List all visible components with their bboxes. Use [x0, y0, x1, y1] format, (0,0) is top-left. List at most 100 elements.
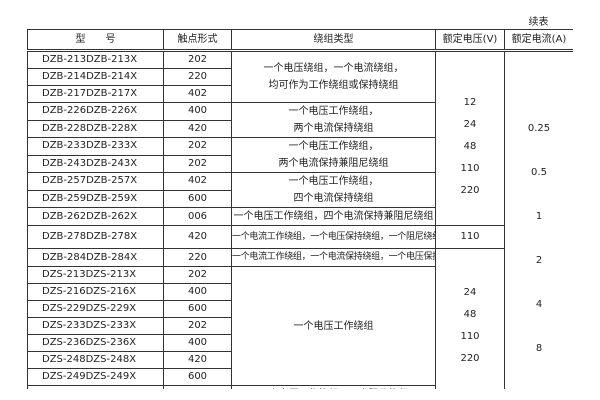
model-number-x: DZS-248X	[85, 354, 137, 365]
model-number: DZB-233	[42, 140, 87, 152]
model-cell: DZS-249 DZS-249X	[27, 368, 164, 386]
table-row: DZS-236 DZS-236X 400	[27, 334, 574, 352]
table-row: DZB-217 DZB-217X 402	[27, 85, 574, 103]
contact-cell: 220	[163, 248, 232, 267]
contact-cell: 600	[163, 368, 232, 386]
model-number: DZB-217	[42, 88, 87, 99]
model-number: DZS-248	[42, 354, 86, 365]
contact-cell: 202	[163, 317, 232, 335]
winding-cell: 一个电压工作绕组， 两个电流保持兼阻尼绕组	[231, 137, 436, 173]
contact-cell: 600	[163, 189, 232, 208]
winding-line: 一个电压工作绕组，四个电流保持兼阻尼绕组	[233, 211, 434, 222]
model-cell: DZB-233 DZB-233X	[27, 137, 164, 156]
model-number-x: DZS-229X	[85, 303, 137, 314]
model-cell: DZB-214 DZB-214X	[27, 68, 164, 86]
model-number-x: DZB-243X	[86, 157, 138, 169]
voltage-value: 12	[463, 96, 477, 108]
voltage-value: 110	[460, 231, 480, 242]
model-number-x: DZB-257X	[86, 175, 138, 187]
model-number-x: DZB-226X	[86, 105, 138, 117]
table-row: DZS-233 DZS-233X 202	[27, 317, 574, 335]
contact-cell: 006	[163, 207, 232, 226]
voltage-value: 48	[463, 140, 477, 152]
current-value: 0.25	[527, 123, 551, 134]
model-number: DZS-254	[42, 387, 86, 390]
winding-line: 一个电流工作绕组，一个电压保持绕组，一个阻尼绕组	[232, 231, 436, 242]
contact-cell: 202	[163, 266, 232, 284]
voltage-value: 48	[463, 309, 477, 320]
voltage-value: 110	[460, 331, 480, 342]
winding-line: 一个电压工作绕组，	[288, 106, 379, 117]
winding-cell: 一个电压工作绕组，四个电流保持兼阻尼绕组	[231, 207, 436, 226]
table-row: DZS-248 DZS-248X 420	[27, 351, 574, 369]
header-row: 型 号 触点形式 绕组类型 额定电压(V) 额定电流(A)	[27, 29, 573, 52]
model-number: DZB-213	[42, 54, 87, 65]
winding-line: 一个电压工作绕组，一个阻尼绕组	[233, 387, 435, 390]
model-number: DZS-249	[42, 371, 86, 382]
model-number-x: DZB-228X	[86, 122, 138, 134]
model-number: DZB-214	[42, 71, 87, 82]
model-cell: DZS-229 DZS-229X	[27, 300, 164, 318]
model-cell: DZB-226 DZB-226X	[27, 102, 164, 121]
model-cell: DZB-278 DZB-278X	[27, 225, 164, 249]
voltage-value: 24	[463, 118, 477, 130]
voltage-cell: 110	[435, 225, 505, 249]
current-cell: 0.25 0.5 1 2 4 8	[504, 50, 573, 389]
winding-cell: 一个电流工作绕组，一个电压保持绕组，一个阻尼绕组	[231, 225, 436, 249]
winding-cell: 一个电压绕组，一个电流绕组， 均可作为工作绕组或保持绕组	[231, 50, 436, 103]
model-cell: DZS-233 DZS-233X	[27, 317, 164, 335]
winding-cell: 一个电压工作绕组	[231, 266, 436, 386]
winding-line: 两个电流保持绕组	[293, 123, 374, 134]
model-cell: DZS-248 DZS-248X	[27, 351, 164, 369]
model-number-x: DZS-213X	[85, 269, 137, 280]
model-number: DZS-213	[42, 269, 86, 280]
model-cell: DZB-284 DZB-284X	[27, 248, 164, 267]
header-voltage: 额定电压(V)	[435, 29, 505, 52]
contact-cell: 202	[163, 137, 232, 156]
header-model: 型 号	[27, 29, 164, 52]
voltage-value: 110	[460, 162, 480, 174]
table-row: DZS-254DZS-254X 220一个电压工作绕组，一个阻尼绕组	[27, 385, 574, 390]
winding-line: 均可作为工作绕组或保持绕组	[268, 80, 399, 91]
winding-cell: 一个电压工作绕组，一个阻尼绕组	[231, 385, 436, 390]
model-cell: DZB-213 DZB-213X	[27, 50, 164, 69]
model-number-x: DZB-217X	[86, 88, 138, 99]
current-value: 2	[535, 255, 543, 266]
model-cell: DZB-257 DZB-257X	[27, 172, 164, 191]
winding-line: 一个电压绕组，一个电流绕组，	[263, 63, 404, 74]
winding-line: 一个电压工作绕组	[293, 320, 374, 332]
current-value: 1	[535, 211, 543, 222]
model-number-x: DZS-216X	[85, 286, 137, 297]
contact-cell: 400	[163, 102, 232, 121]
model-number: DZB-257	[42, 175, 87, 187]
relay-spec-table: 型 号 触点形式 绕组类型 额定电压(V) 额定电流(A) DZB-213 DZB…	[27, 29, 573, 389]
winding-cell: 一个电压工作绕组， 四个电流保持绕组	[231, 172, 436, 208]
model-number: DZS-229	[42, 303, 86, 314]
model-number-x: DZS-233X	[85, 320, 137, 331]
winding-line: 一个电流工作绕组，一个电流保持绕组，一个电压保持绕组	[232, 252, 435, 262]
model-number: DZS-216	[42, 286, 86, 297]
model-number-x: DZS-254X	[86, 387, 136, 390]
model-number: DZB-228	[42, 122, 87, 134]
continued-caption: 续表	[528, 17, 549, 28]
model-number: DZB-226	[42, 105, 87, 117]
model-number-x: DZS-236X	[85, 337, 137, 348]
winding-line: 一个电压工作绕组，	[288, 141, 379, 152]
spec-table-wrapper: 型 号 触点形式 绕组类型 额定电压(V) 额定电流(A) DZB-213 DZB…	[27, 29, 573, 389]
model-number-x: DZB-259X	[86, 192, 138, 204]
contact-cell: 402	[163, 172, 232, 191]
table-row: DZS-216 DZS-216X 400	[27, 283, 574, 301]
contact-cell: 220	[163, 385, 232, 389]
model-number: DZB-284	[42, 251, 87, 263]
header-current: 额定电流(A)	[504, 29, 573, 52]
model-number-x: DZB-262X	[86, 210, 138, 222]
model-cell: DZB-259 DZB-259X	[27, 189, 164, 208]
table-row: DZS-213 DZS-213X 202 一个电压工作绕组	[27, 266, 574, 386]
table-row: DZB-213 DZB-213X 202 一个电压绕组，一个电流绕组， 均可作为工作绕组…	[27, 50, 573, 389]
voltage-cell: 24 48 110 220	[435, 248, 505, 389]
header-contact: 触点形式	[163, 29, 232, 52]
table-row: DZB-214 DZB-214X 220	[27, 68, 574, 86]
contact-cell: 220	[163, 68, 232, 86]
table-row: DZB-262 DZB-262X 006 一个电压工作绕组，四个电流保持兼阻尼绕组	[27, 207, 574, 226]
contact-cell: 400	[163, 334, 232, 352]
